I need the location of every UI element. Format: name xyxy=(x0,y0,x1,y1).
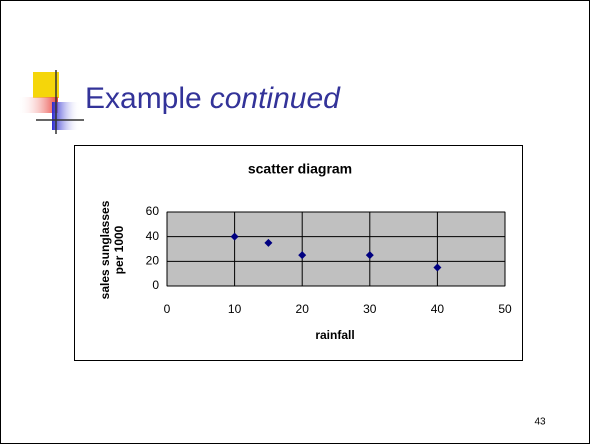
x-tick-label: 10 xyxy=(228,302,242,316)
chart-title: scatter diagram xyxy=(248,161,352,177)
y-tick-label: 20 xyxy=(146,254,160,268)
point xyxy=(230,232,239,241)
point xyxy=(365,251,374,260)
x-tick-label: 30 xyxy=(363,302,377,316)
y-tick-label: 40 xyxy=(146,229,160,243)
x-tick-label: 0 xyxy=(164,302,171,316)
page-number: 43 xyxy=(534,417,546,428)
y-tick-label: 60 xyxy=(146,204,160,218)
point xyxy=(298,251,307,260)
y-axis-label: sales sunglassesper 1000 xyxy=(98,200,126,299)
y-axis-label-line: sales sunglasses xyxy=(98,200,112,299)
title-decoration xyxy=(18,70,84,134)
slide-title: Example continued xyxy=(85,82,341,115)
title-emphasis: continued xyxy=(210,82,341,115)
x-tick-label: 50 xyxy=(498,302,512,316)
plot-area xyxy=(166,211,506,287)
y-axis-label-line: per 1000 xyxy=(112,225,126,274)
point xyxy=(433,263,442,272)
point xyxy=(264,238,273,247)
x-axis-label: rainfall xyxy=(315,328,354,342)
title-main: Example xyxy=(85,82,202,115)
x-tick-label: 20 xyxy=(296,302,310,316)
y-tick-label: 0 xyxy=(152,278,159,292)
x-tick-label: 40 xyxy=(431,302,445,316)
